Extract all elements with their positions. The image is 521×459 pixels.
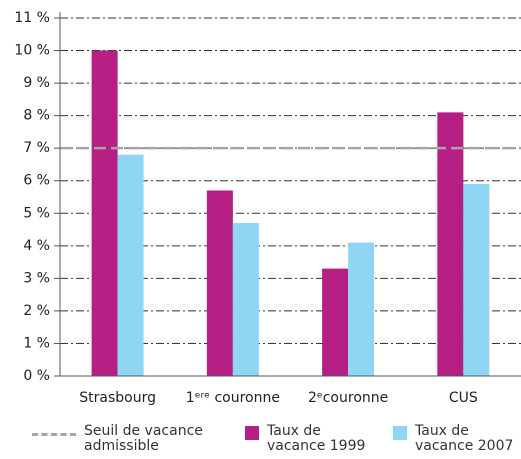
y-tick-label: 4 %	[23, 238, 50, 254]
legend-1999: Taux de vacance 1999	[245, 424, 375, 454]
x-tick-label: CUS	[449, 390, 478, 406]
bar	[117, 154, 144, 376]
x-tick-label: Strasbourg	[79, 390, 156, 406]
bar	[91, 50, 118, 376]
bar	[437, 112, 464, 376]
y-tick-label: 2 %	[23, 303, 50, 319]
bar	[206, 190, 233, 376]
bar	[463, 183, 490, 376]
bar	[348, 242, 375, 376]
y-tick-label: 10 %	[14, 43, 50, 59]
y-tick-label: 0 %	[23, 368, 50, 384]
y-tick-label: 8 %	[23, 108, 50, 124]
legend-swatch	[32, 433, 76, 436]
legend-swatch	[393, 426, 407, 440]
legend-label: Taux de vacance 2007	[415, 423, 514, 454]
y-tick-label: 7 %	[23, 140, 50, 156]
y-tick-label: 11 %	[14, 10, 50, 26]
legend-threshold: Seuil de vacance admissible	[32, 424, 222, 454]
x-tick-label: 2ᵉcouronne	[308, 390, 388, 406]
bar	[322, 268, 349, 376]
chart: 0 % 1 % 2 % 3 % 4 % 5 % 6 % 7 % 8 % 9 % 10 % 11 % St…	[14, 10, 521, 406]
legend-label: Seuil de vacance admissible	[84, 423, 203, 454]
legend-swatch	[245, 426, 259, 440]
legend: Seuil de vacance admissible Taux de vaca…	[0, 422, 521, 459]
y-tick-label: 9 %	[23, 75, 50, 91]
y-tick-label: 5 %	[23, 205, 50, 221]
legend-label: Taux de vacance 1999	[267, 423, 366, 454]
x-tick-label: 1ᵉʳᵉ couronne	[186, 390, 280, 406]
y-tick-label: 6 %	[23, 173, 50, 189]
y-tick-label: 3 %	[23, 270, 50, 286]
y-tick-label: 1 %	[23, 335, 50, 351]
bar	[232, 223, 259, 376]
legend-2007: Taux de vacance 2007	[393, 424, 521, 454]
